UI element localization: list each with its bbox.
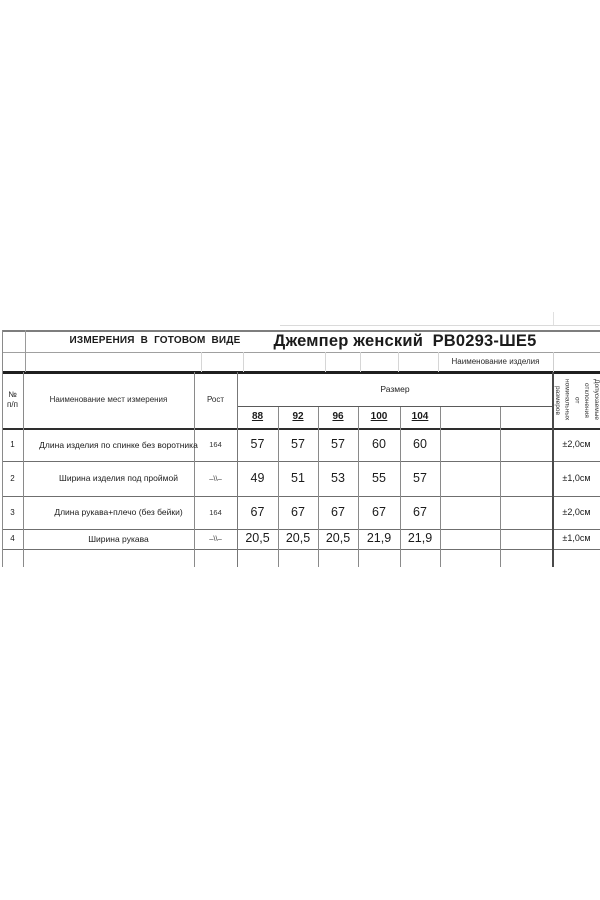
header-size-96: 96: [332, 411, 344, 423]
row3-val-92: 67: [291, 504, 305, 519]
header-size-92: 92: [292, 411, 304, 423]
header-size-88: 88: [251, 411, 264, 423]
row3-val-104: 67: [413, 504, 427, 519]
border-title-left-cell: [25, 330, 26, 372]
row3-val-88: 67: [250, 504, 265, 519]
row2-val-88: 49: [250, 470, 265, 485]
border-row3-bottom: [2, 529, 600, 530]
header-tolerance-text: Допускаемые отклонения от номинальных ра…: [553, 379, 600, 421]
gridline-namerow-1: [201, 352, 202, 372]
border-col-empty: [500, 407, 501, 567]
header-size-104: 104: [411, 411, 429, 423]
gridline-namerow-6: [438, 352, 439, 372]
border-col-name: [194, 372, 195, 567]
row1-val-100: 60: [372, 437, 386, 452]
border-col-size96: [358, 407, 359, 567]
border-col-size100: [400, 407, 401, 567]
row4-val-88: 20,5: [245, 531, 270, 546]
row3-num: 3: [10, 507, 15, 517]
row2-val-92: 51: [291, 470, 305, 485]
gridline-namerow-5: [398, 352, 399, 372]
row3-tolerance: ±2,0см: [562, 506, 591, 517]
border-col-rost: [237, 372, 238, 567]
row2-rost: –\\–: [209, 473, 222, 483]
header-tolerance-rotated: Допускаемые отклонения от номинальных ра…: [553, 372, 600, 428]
gridline-top-faint: [280, 325, 600, 326]
border-col-size88: [278, 407, 279, 567]
sheet-title: ИЗМЕРЕНИЯ В ГОТОВОМ ВИДЕ: [69, 334, 241, 346]
row4-val-104: 21,9: [407, 531, 433, 546]
border-left-edge: [2, 330, 3, 567]
border-col-tolerance: [552, 372, 554, 567]
row4-val-96: 20,5: [325, 531, 351, 546]
border-under-title: [2, 352, 600, 353]
row4-num: 4: [10, 534, 15, 543]
row2-val-104: 57: [413, 470, 427, 485]
row2-num: 2: [10, 473, 15, 483]
row1-name: Длина изделия по спинке без воротника: [39, 439, 198, 450]
row3-val-100: 67: [372, 504, 386, 519]
gridline-namerow-3: [325, 352, 326, 372]
product-name-label: Наименование изделия: [451, 357, 540, 366]
header-size-100: 100: [370, 411, 388, 423]
border-header-top-thick: [2, 371, 600, 374]
row4-name: Ширина рукава: [88, 533, 149, 544]
row4-tolerance: ±1,0см: [562, 533, 591, 544]
gridline-namerow-4: [360, 352, 361, 372]
row4-rost: –\\–: [209, 534, 222, 544]
border-header-bottom: [2, 428, 600, 430]
header-height: Рост: [206, 395, 225, 404]
border-col-num: [23, 372, 24, 567]
gridline-top-stub: [553, 312, 554, 325]
product-title: Джемпер женский РВ0293-ШЕ5: [273, 331, 537, 350]
border-row1-bottom: [2, 461, 600, 462]
row3-name: Длина рукава+плечо (без бейки): [54, 507, 183, 518]
gridline-namecell-tolerance: [553, 352, 554, 372]
row3-rost: 164: [209, 507, 222, 517]
row1-rost: 164: [209, 440, 222, 450]
row1-val-96: 57: [331, 437, 345, 452]
row4-val-92: 20,5: [285, 531, 311, 546]
row1-tolerance: ±2,0см: [562, 439, 591, 450]
row1-num: 1: [10, 440, 15, 449]
border-col-size92: [318, 407, 319, 567]
row4-val-100: 21,9: [366, 531, 392, 546]
header-measure-name: Наименование мест измерения: [49, 395, 168, 404]
header-size: Размер: [380, 383, 410, 394]
row2-name: Ширина изделия под проймой: [59, 473, 178, 484]
row1-val-88: 57: [250, 437, 265, 452]
header-num: № п/п: [7, 390, 18, 409]
row1-val-92: 57: [291, 437, 305, 452]
gridline-namerow-2: [243, 352, 244, 372]
row3-val-96: 67: [331, 504, 345, 519]
row2-val-100: 55: [372, 470, 386, 485]
row1-val-104: 60: [413, 437, 427, 452]
border-under-razmer: [237, 406, 553, 407]
border-col-size104: [440, 407, 441, 567]
border-row4-bottom: [2, 549, 600, 550]
row2-tolerance: ±1,0см: [562, 472, 591, 483]
border-row2-bottom: [2, 496, 600, 497]
row2-val-96: 53: [331, 470, 345, 485]
border-table-top: [2, 330, 600, 332]
